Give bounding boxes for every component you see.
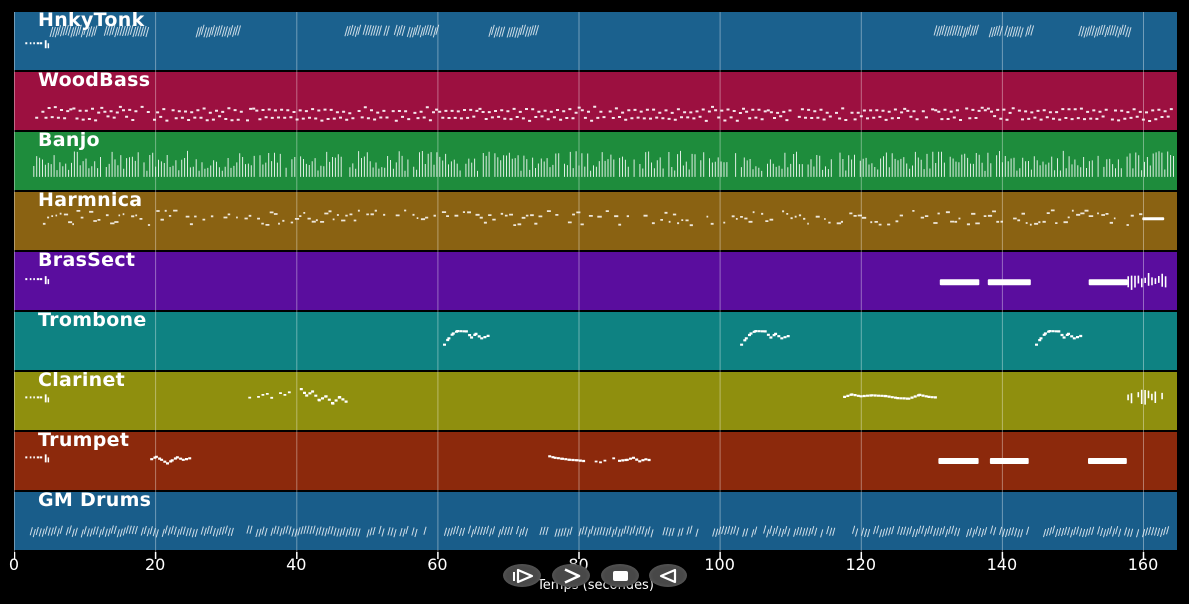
stop-icon bbox=[613, 570, 628, 581]
track-notes bbox=[35, 105, 1173, 122]
track-label: Trumpet bbox=[38, 429, 130, 451]
track-notes bbox=[25, 454, 1127, 465]
rewind-icon bbox=[659, 568, 677, 583]
track-label: Clarinet bbox=[38, 369, 126, 391]
track-row-harmnica: Harmnica bbox=[14, 189, 1177, 250]
play-button[interactable] bbox=[503, 564, 541, 587]
fast-forward-button[interactable] bbox=[552, 564, 590, 587]
track-row-hnkytonk: HnkyTonk bbox=[14, 9, 1177, 70]
stop-button[interactable] bbox=[601, 564, 639, 587]
track-notes bbox=[25, 388, 1163, 405]
track-notes bbox=[25, 273, 1167, 290]
axis-tick-label: 100 bbox=[704, 555, 735, 574]
track-notes bbox=[42, 209, 1165, 227]
track-row-clarinet: Clarinet bbox=[14, 369, 1177, 430]
track-label: Banjo bbox=[38, 129, 100, 151]
axis-tick-label: 120 bbox=[845, 555, 877, 574]
track-row-brassect: BrasSect bbox=[14, 249, 1177, 310]
play-icon bbox=[513, 568, 534, 583]
track-notes bbox=[443, 330, 1083, 346]
track-row-banjo: Banjo bbox=[14, 129, 1177, 190]
track-label: Harmnica bbox=[38, 189, 143, 211]
axis-tick-label: 140 bbox=[986, 555, 1018, 574]
track-label: BrasSect bbox=[38, 249, 136, 271]
track-row-trombone: Trombone bbox=[14, 309, 1177, 370]
fast-forward-icon bbox=[564, 567, 581, 584]
track-row-gm-drums: GM Drums bbox=[14, 489, 1177, 550]
track-notes bbox=[33, 150, 1174, 177]
track-row-trumpet: Trumpet bbox=[14, 429, 1177, 490]
track-label: GM Drums bbox=[38, 489, 152, 511]
x-axis-title: Temps (secondes) bbox=[537, 578, 654, 593]
axis-tick-label: 0 bbox=[8, 555, 20, 574]
axis-tick-label: 40 bbox=[286, 555, 307, 574]
track-notes bbox=[29, 525, 1170, 538]
axis-tick-label: 20 bbox=[144, 555, 166, 574]
axis-tick-label: 160 bbox=[1127, 555, 1159, 574]
track-notes bbox=[25, 24, 1132, 49]
track-label: HnkyTonk bbox=[38, 9, 145, 31]
track-label: Trombone bbox=[38, 309, 147, 331]
track-row-woodbass: WoodBass bbox=[14, 69, 1177, 130]
axis-tick-label: 60 bbox=[427, 555, 448, 574]
rewind-button[interactable] bbox=[649, 564, 687, 587]
track-label: WoodBass bbox=[38, 69, 151, 91]
